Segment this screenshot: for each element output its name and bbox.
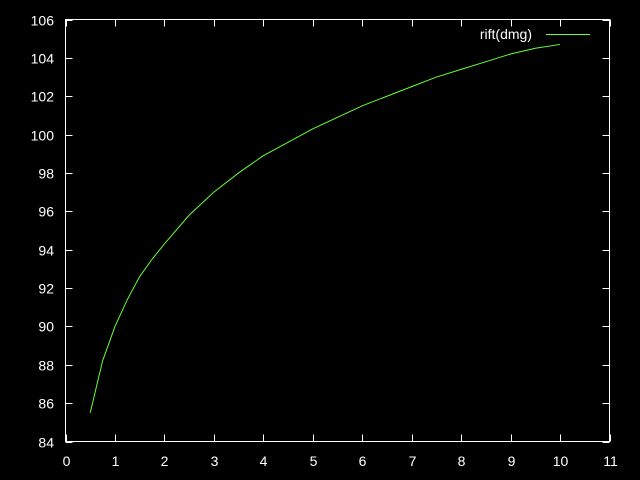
x-tick-label: 6 <box>359 453 367 469</box>
legend-entry-label: rift(dmg) <box>480 26 532 42</box>
series-layer <box>89 43 561 413</box>
y-tick-label: 102 <box>31 89 55 105</box>
y-tick-label: 94 <box>38 243 54 259</box>
y-tick-label: 104 <box>31 51 55 67</box>
y-tick-label: 98 <box>38 166 54 182</box>
y-tick-label: 90 <box>38 319 54 335</box>
y-tick-label: 88 <box>38 358 54 374</box>
x-tick-label: 4 <box>260 453 268 469</box>
x-tick-label: 9 <box>508 453 516 469</box>
x-tick-label: 1 <box>112 453 120 469</box>
legend: rift(dmg) <box>480 26 590 42</box>
x-tick-label: 8 <box>458 453 466 469</box>
y-tick-label: 106 <box>31 13 55 29</box>
x-tick-label: 7 <box>409 453 417 469</box>
y-tick-label: 96 <box>38 204 54 220</box>
series-line <box>89 43 561 413</box>
x-tick-label: 10 <box>553 453 569 469</box>
x-tick-label: 3 <box>211 453 219 469</box>
x-tick-label: 2 <box>161 453 169 469</box>
x-tick-label: 5 <box>310 453 318 469</box>
x-tick-label: 0 <box>63 453 71 469</box>
y-tick-label: 100 <box>31 128 55 144</box>
y-tick-label: 92 <box>38 281 54 297</box>
x-axis-ticks: 0 1 2 3 4 5 6 7 8 9 10 11 <box>63 19 618 469</box>
y-tick-label: 86 <box>38 396 54 412</box>
y-axis-ticks: 84 86 88 90 92 94 96 98 100 102 104 106 <box>31 13 610 451</box>
plot-area-frame <box>65 19 610 442</box>
x-tick-label: 11 <box>603 453 618 469</box>
y-tick-label: 84 <box>38 435 54 451</box>
